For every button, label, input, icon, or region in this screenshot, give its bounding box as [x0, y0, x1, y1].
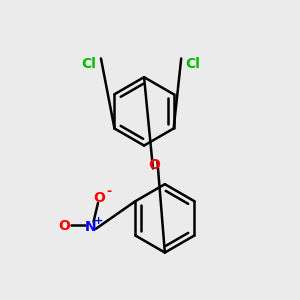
Text: O: O [94, 190, 105, 205]
Text: Cl: Cl [186, 57, 200, 71]
Text: O: O [58, 219, 70, 233]
Text: +: + [94, 216, 104, 226]
Text: Cl: Cl [82, 57, 97, 71]
Text: N: N [85, 220, 96, 234]
Text: O: O [148, 158, 160, 172]
Text: -: - [106, 185, 112, 198]
